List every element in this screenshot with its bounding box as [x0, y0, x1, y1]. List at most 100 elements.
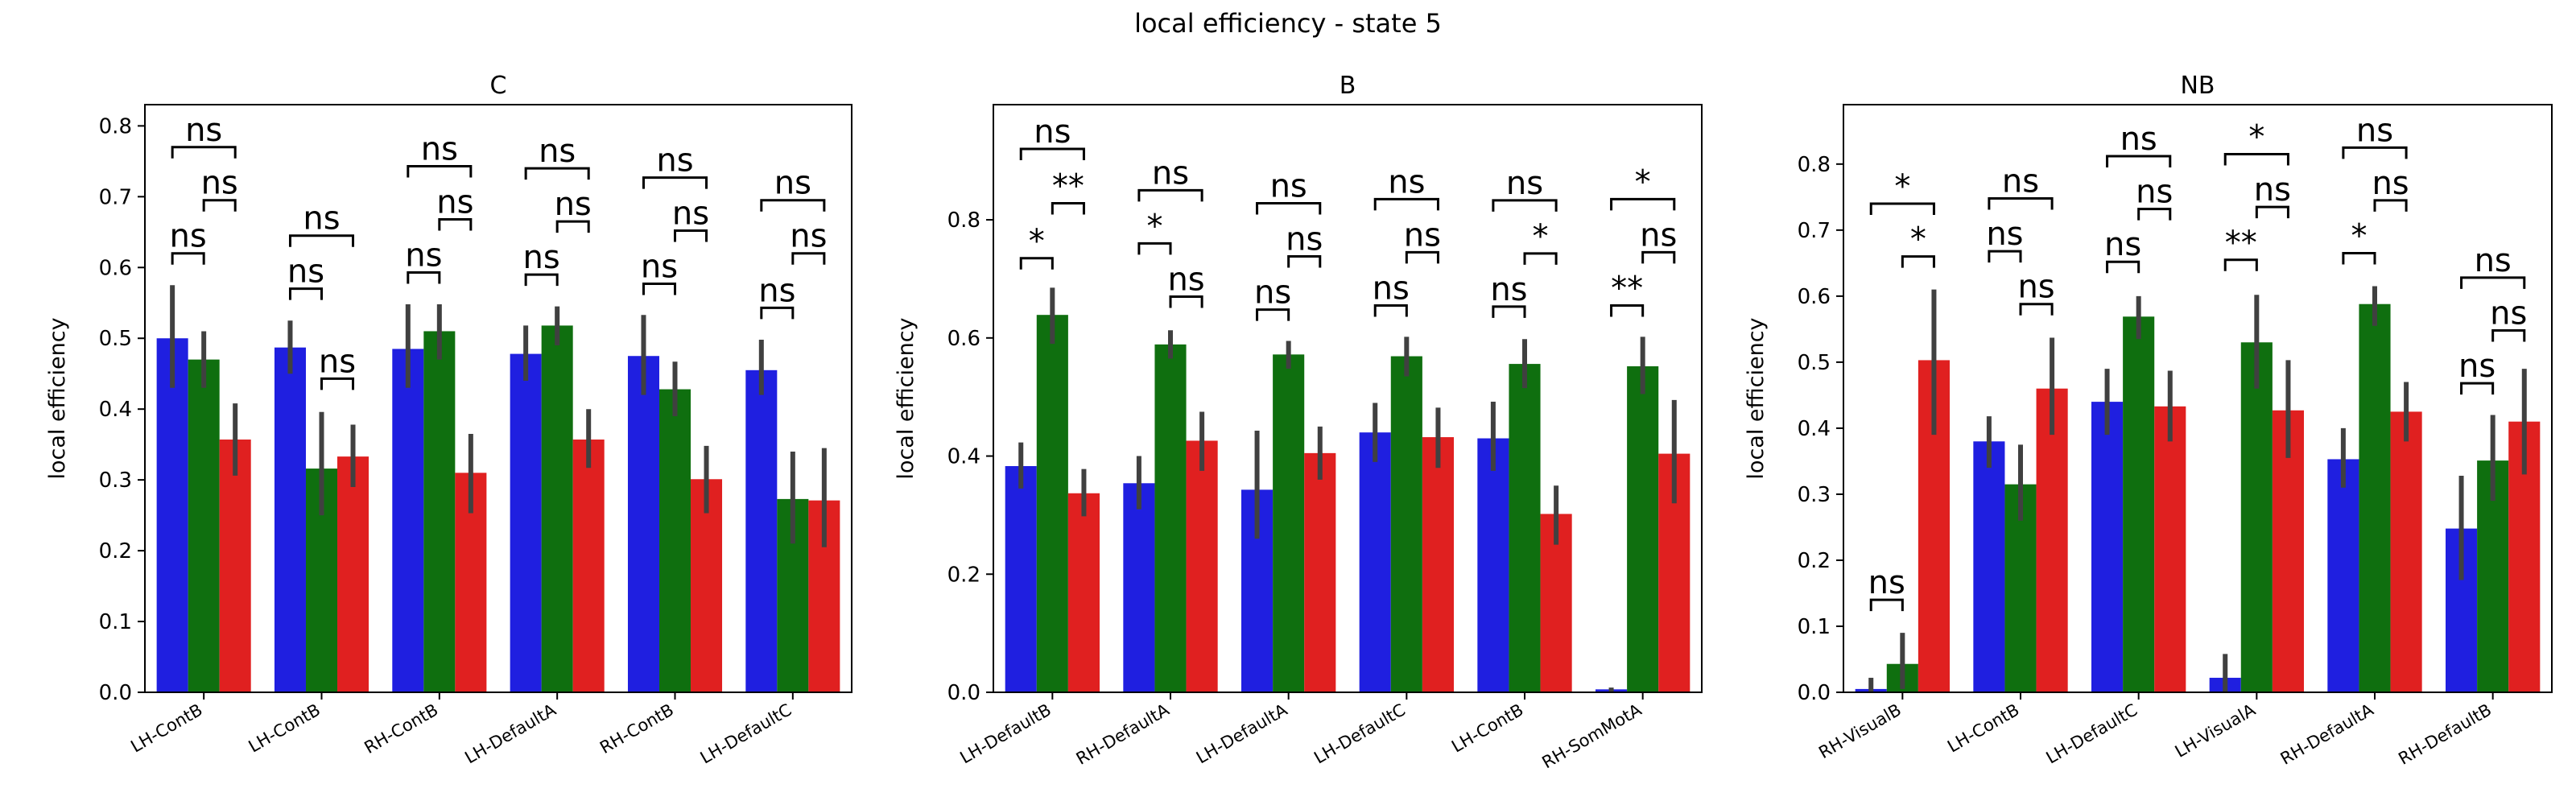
significance-label: ns [774, 165, 811, 202]
significance-bracket [791, 252, 826, 265]
significance-label: ns [1270, 168, 1307, 205]
y-tick-label: 0.5 [1798, 351, 1831, 375]
significance-label: ns [2356, 112, 2393, 149]
bar [1036, 315, 1068, 692]
significance-bracket [288, 287, 323, 300]
significance-label: * [1029, 223, 1045, 260]
chart-panel-0: 0.0 0.1 0.2 0.3 0.4 0.5 0.6 0.7 0.8 LH-ContB LH-Co… [45, 72, 852, 768]
y-tick-label: 0.6 [99, 256, 132, 280]
bar [1627, 366, 1659, 692]
significance-label: ns [319, 343, 356, 380]
significance-bracket [524, 273, 559, 287]
bar [2154, 406, 2186, 692]
bar [1477, 438, 1509, 692]
y-tick-label: 0.8 [947, 208, 980, 233]
significance-bracket [1137, 242, 1172, 255]
y-axis-label: local efficiency [1744, 317, 1769, 479]
significance-label: * [1894, 168, 1910, 205]
significance-bracket [2255, 205, 2289, 219]
significance-label: ** [1052, 168, 1084, 205]
significance-label: ns [656, 142, 693, 180]
significance-label: ns [1404, 217, 1441, 254]
significance-label: ns [1388, 163, 1425, 200]
significance-label: ns [2136, 174, 2173, 211]
significance-bracket [2106, 260, 2140, 274]
significance-label: ns [436, 184, 473, 221]
bar [1509, 364, 1541, 692]
bar [1304, 452, 1336, 692]
panel-title: C [490, 72, 507, 100]
significance-bracket [1373, 197, 1439, 211]
significance-label: ns [555, 186, 592, 223]
y-tick-label: 0.1 [99, 610, 132, 634]
bar [1973, 441, 2005, 692]
significance-bracket [1169, 295, 1203, 308]
significance-label: ns [1152, 155, 1189, 192]
significance-bracket [202, 199, 237, 212]
y-tick-label: 0.7 [99, 185, 132, 209]
significance-bracket [2460, 382, 2495, 395]
bar [2123, 316, 2155, 692]
x-tick-label: LH-DefaultC [2043, 700, 2141, 768]
bar [337, 456, 369, 692]
x-tick-label: LH-ContB [127, 700, 205, 757]
axes-frame [993, 104, 1703, 693]
significance-bracket [2373, 199, 2408, 212]
bar [423, 331, 456, 692]
y-tick-label: 0.3 [1798, 483, 1831, 507]
significance-bracket [1287, 255, 1322, 268]
significance-label: ns [303, 200, 340, 237]
significance-bracket [1988, 196, 2054, 210]
bar [691, 479, 723, 692]
significance-label: ns [1373, 270, 1410, 307]
bar [274, 347, 306, 692]
significance-bracket [1019, 147, 1085, 161]
significance-bracket [1405, 250, 1439, 264]
significance-bracket [1901, 255, 1935, 268]
x-tick-label: LH-DefaultA [1193, 700, 1291, 767]
significance-label: ns [1986, 216, 2023, 253]
significance-bracket [1869, 598, 1904, 612]
panel-title: B [1340, 72, 1356, 100]
bar [188, 359, 220, 692]
y-tick-label: 0.4 [947, 445, 980, 469]
y-tick-label: 0.4 [99, 398, 132, 422]
bar [1422, 437, 1454, 692]
significance-bracket [1256, 308, 1290, 321]
significance-label: * [1533, 218, 1549, 255]
significance-bracket [2342, 146, 2408, 159]
bar [1359, 432, 1391, 692]
significance-label: ns [201, 165, 238, 202]
bar [2036, 388, 2068, 692]
significance-bracket [1869, 202, 1935, 216]
significance-bracket [438, 217, 473, 231]
y-tick-label: 0.6 [1798, 285, 1831, 309]
significance-bracket [1019, 257, 1054, 270]
axes-frame [1843, 104, 2553, 693]
significance-label: ns [2002, 163, 2039, 200]
y-tick-label: 0.2 [947, 563, 980, 587]
y-tick-label: 0.4 [1798, 417, 1831, 441]
x-tick-label: RH-DefaultB [2395, 700, 2495, 769]
significance-bracket [2223, 153, 2289, 166]
significance-label: ns [790, 218, 827, 255]
bar [392, 349, 424, 692]
significance-bracket [1988, 250, 2022, 263]
x-tick-label: RH-SomMotA [1539, 700, 1645, 772]
significance-bracket [760, 306, 795, 320]
significance-bracket [2223, 258, 2258, 271]
bar [1273, 354, 1305, 692]
significance-label: ns [287, 254, 324, 291]
significance-bracket [1523, 252, 1558, 265]
bar [510, 353, 542, 692]
significance-bracket [555, 220, 590, 233]
significance-bracket [320, 377, 355, 390]
x-tick-label: RH-DefaultA [1073, 700, 1173, 769]
significance-bracket [407, 270, 441, 284]
significance-bracket [407, 165, 473, 178]
significance-label: * [1910, 221, 1926, 258]
significance-bracket [2342, 252, 2376, 265]
x-tick-label: LH-DefaultC [1311, 700, 1409, 768]
y-tick-label: 0.2 [99, 539, 132, 564]
